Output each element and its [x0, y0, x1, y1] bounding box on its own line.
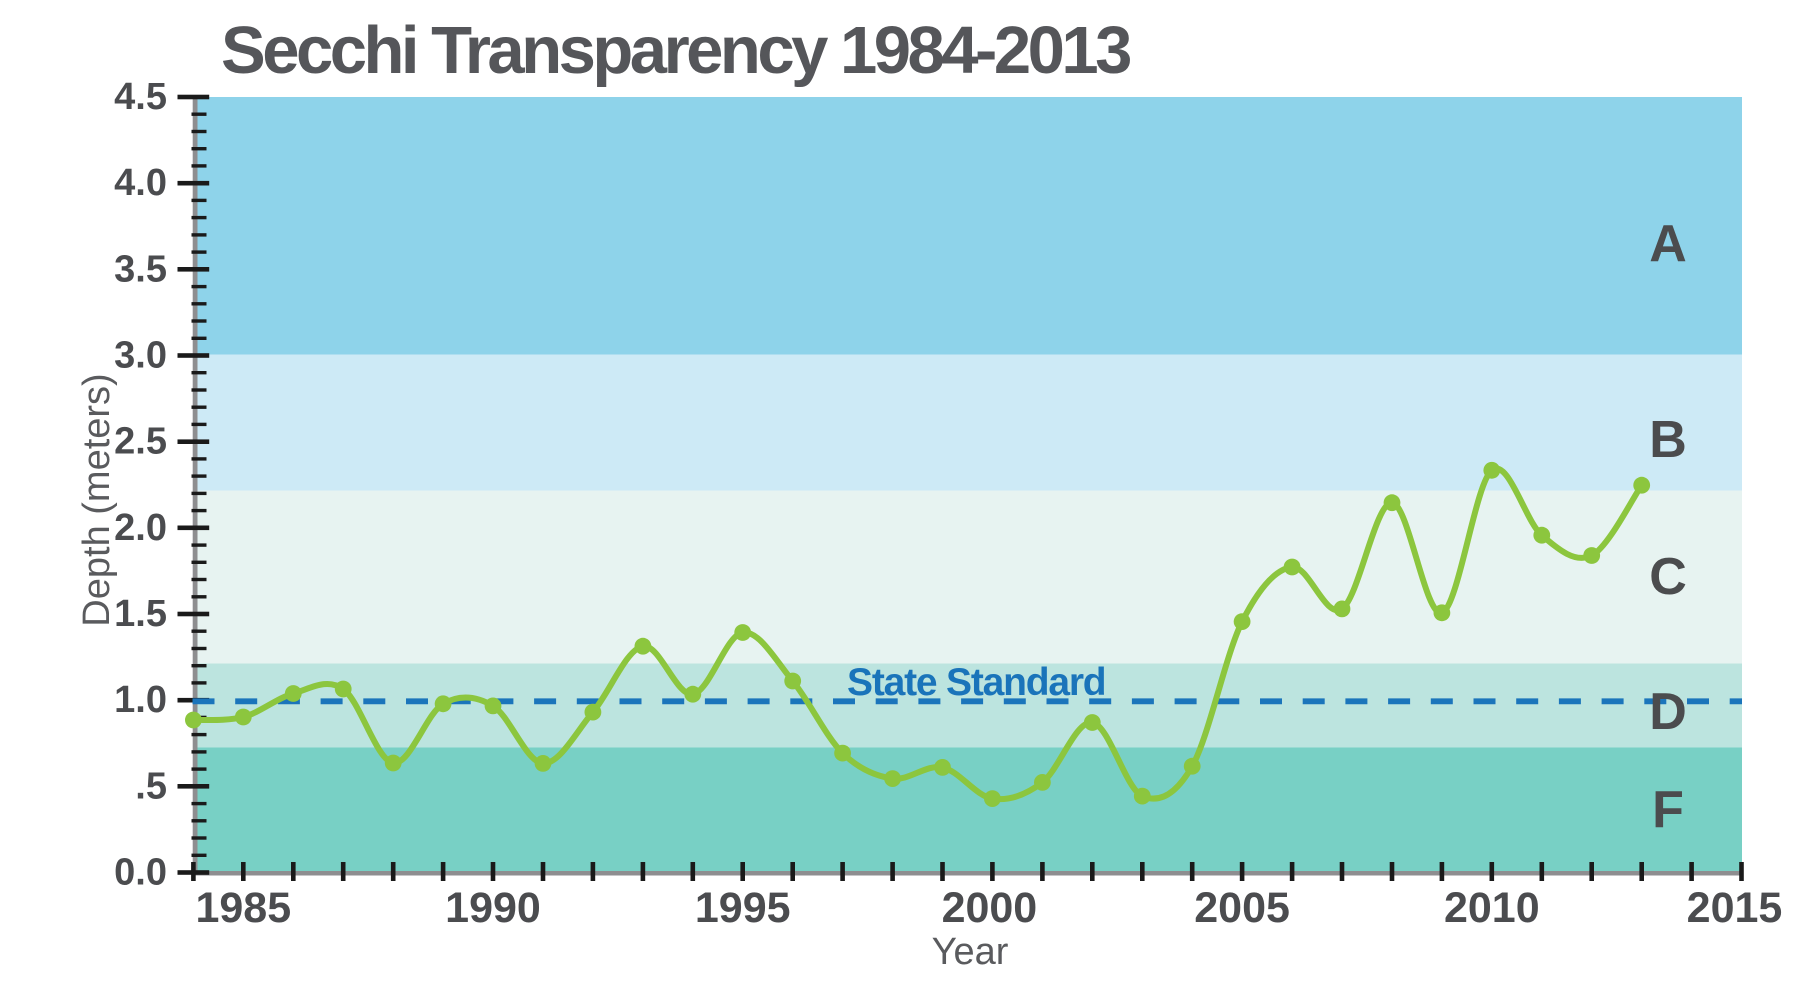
- svg-text:.5: .5: [135, 765, 167, 807]
- svg-text:2000: 2000: [942, 884, 1038, 932]
- svg-text:2010: 2010: [1444, 884, 1540, 932]
- svg-text:3.0: 3.0: [114, 335, 167, 377]
- svg-text:1.0: 1.0: [114, 679, 167, 721]
- svg-text:Year: Year: [932, 931, 1009, 973]
- svg-text:1985: 1985: [195, 884, 291, 932]
- svg-text:2.5: 2.5: [114, 421, 167, 463]
- svg-text:1995: 1995: [695, 884, 791, 932]
- svg-text:4.0: 4.0: [114, 162, 167, 204]
- svg-text:State Standard: State Standard: [847, 661, 1105, 704]
- svg-text:D: D: [1649, 683, 1687, 741]
- svg-text:A: A: [1649, 215, 1687, 273]
- svg-text:F: F: [1652, 781, 1684, 839]
- svg-text:C: C: [1649, 548, 1687, 606]
- svg-text:2015: 2015: [1687, 884, 1783, 932]
- svg-text:4.5: 4.5: [114, 76, 167, 118]
- svg-text:1.5: 1.5: [114, 593, 167, 635]
- svg-text:B: B: [1649, 411, 1687, 469]
- svg-text:2005: 2005: [1194, 884, 1290, 932]
- svg-text:1990: 1990: [445, 884, 541, 932]
- svg-text:3.5: 3.5: [114, 248, 167, 290]
- svg-text:Secchi Transparency 1984-2013: Secchi Transparency 1984-2013: [221, 13, 1130, 88]
- svg-text:2.0: 2.0: [114, 507, 167, 549]
- svg-text:0.0: 0.0: [114, 852, 167, 894]
- svg-text:Depth (meters): Depth (meters): [76, 373, 118, 626]
